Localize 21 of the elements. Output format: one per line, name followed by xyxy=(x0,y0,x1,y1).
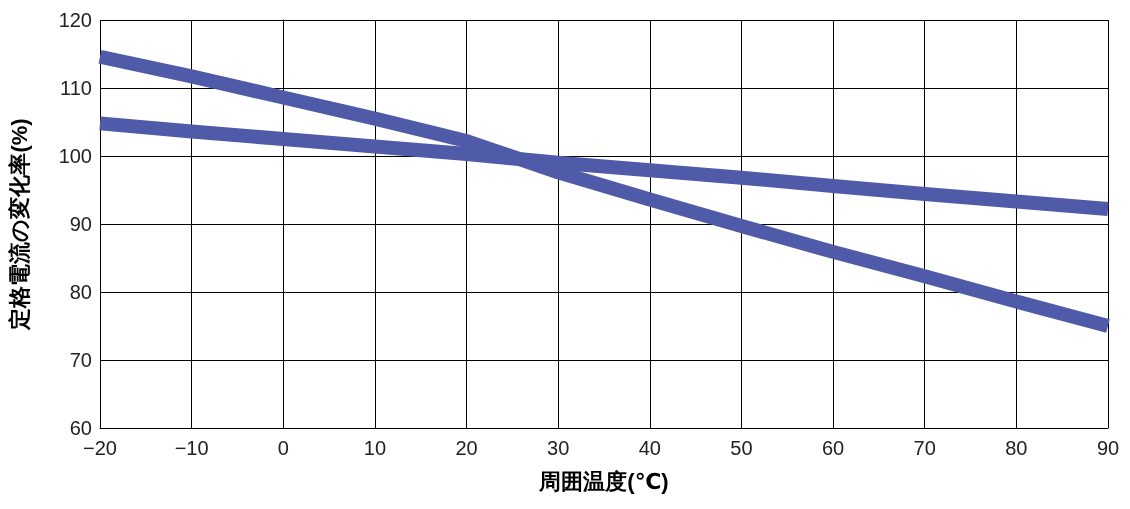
y-axis-title: 定格電流の変化率(%) xyxy=(6,118,32,331)
y-tick-label: 100 xyxy=(58,145,92,167)
x-tick-label: 60 xyxy=(821,437,845,459)
y-tick-label: 60 xyxy=(69,417,92,439)
x-tick-label: 30 xyxy=(547,437,570,459)
y-tick-label: 120 xyxy=(58,9,92,31)
x-tick-label: 40 xyxy=(638,437,661,459)
x-tick-label: 80 xyxy=(1005,437,1028,459)
x-tick-label: −20 xyxy=(83,437,117,459)
x-tick-label: 0 xyxy=(277,437,289,459)
x-tick-label: 90 xyxy=(1096,437,1120,459)
x-tick-label: 10 xyxy=(363,437,387,459)
x-tick-label: 50 xyxy=(730,437,753,459)
x-axis-title: 周囲温度(℃) xyxy=(538,468,669,494)
x-tick-label: 70 xyxy=(913,437,936,459)
y-tick-label: 80 xyxy=(69,281,92,303)
x-tick-label: −10 xyxy=(174,437,209,459)
y-tick-label: 90 xyxy=(69,213,92,235)
y-tick-label: 70 xyxy=(69,349,92,371)
x-tick-label: 20 xyxy=(455,437,478,459)
y-tick-label: 110 xyxy=(60,77,92,99)
